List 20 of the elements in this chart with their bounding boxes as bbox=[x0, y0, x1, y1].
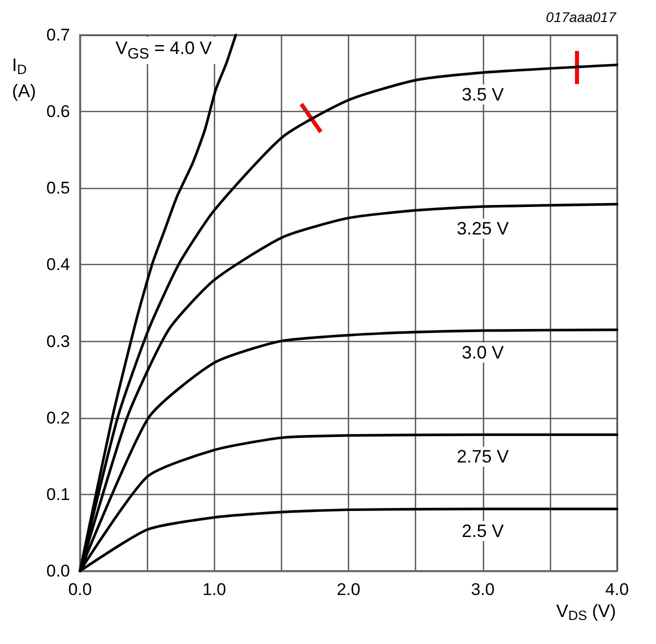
x-tick-label: 4.0 bbox=[605, 580, 629, 599]
y-tick-label: 0.5 bbox=[46, 178, 70, 198]
y-tick-label: 0.0 bbox=[46, 562, 70, 580]
y-tick-label: 0.1 bbox=[46, 484, 70, 504]
series-label: 3.5 V bbox=[462, 84, 504, 105]
text: 017aaa017 bbox=[546, 9, 618, 25]
y-tick-label: 0.4 bbox=[46, 255, 70, 274]
y-tick-label: 0.7 bbox=[46, 26, 70, 44]
series-label: 3.25 V bbox=[456, 218, 509, 239]
x-tick-label: 0.0 bbox=[68, 580, 92, 599]
series-label: 3.0 V bbox=[462, 342, 504, 363]
series-label: 2.5 V bbox=[462, 520, 504, 541]
x-tick-label: 2.0 bbox=[336, 580, 360, 599]
y-tick-label: 0.3 bbox=[46, 332, 70, 351]
series-label: V$_{GS}$ = 4.0 V bbox=[111, 37, 216, 64]
series-label: 2.75 V bbox=[456, 446, 509, 467]
y-tick-label: 0.6 bbox=[46, 102, 70, 122]
y-tick-label: 0.2 bbox=[46, 408, 70, 428]
x-tick-label: 1.0 bbox=[202, 580, 226, 599]
x-tick-label: 3.0 bbox=[470, 580, 495, 599]
